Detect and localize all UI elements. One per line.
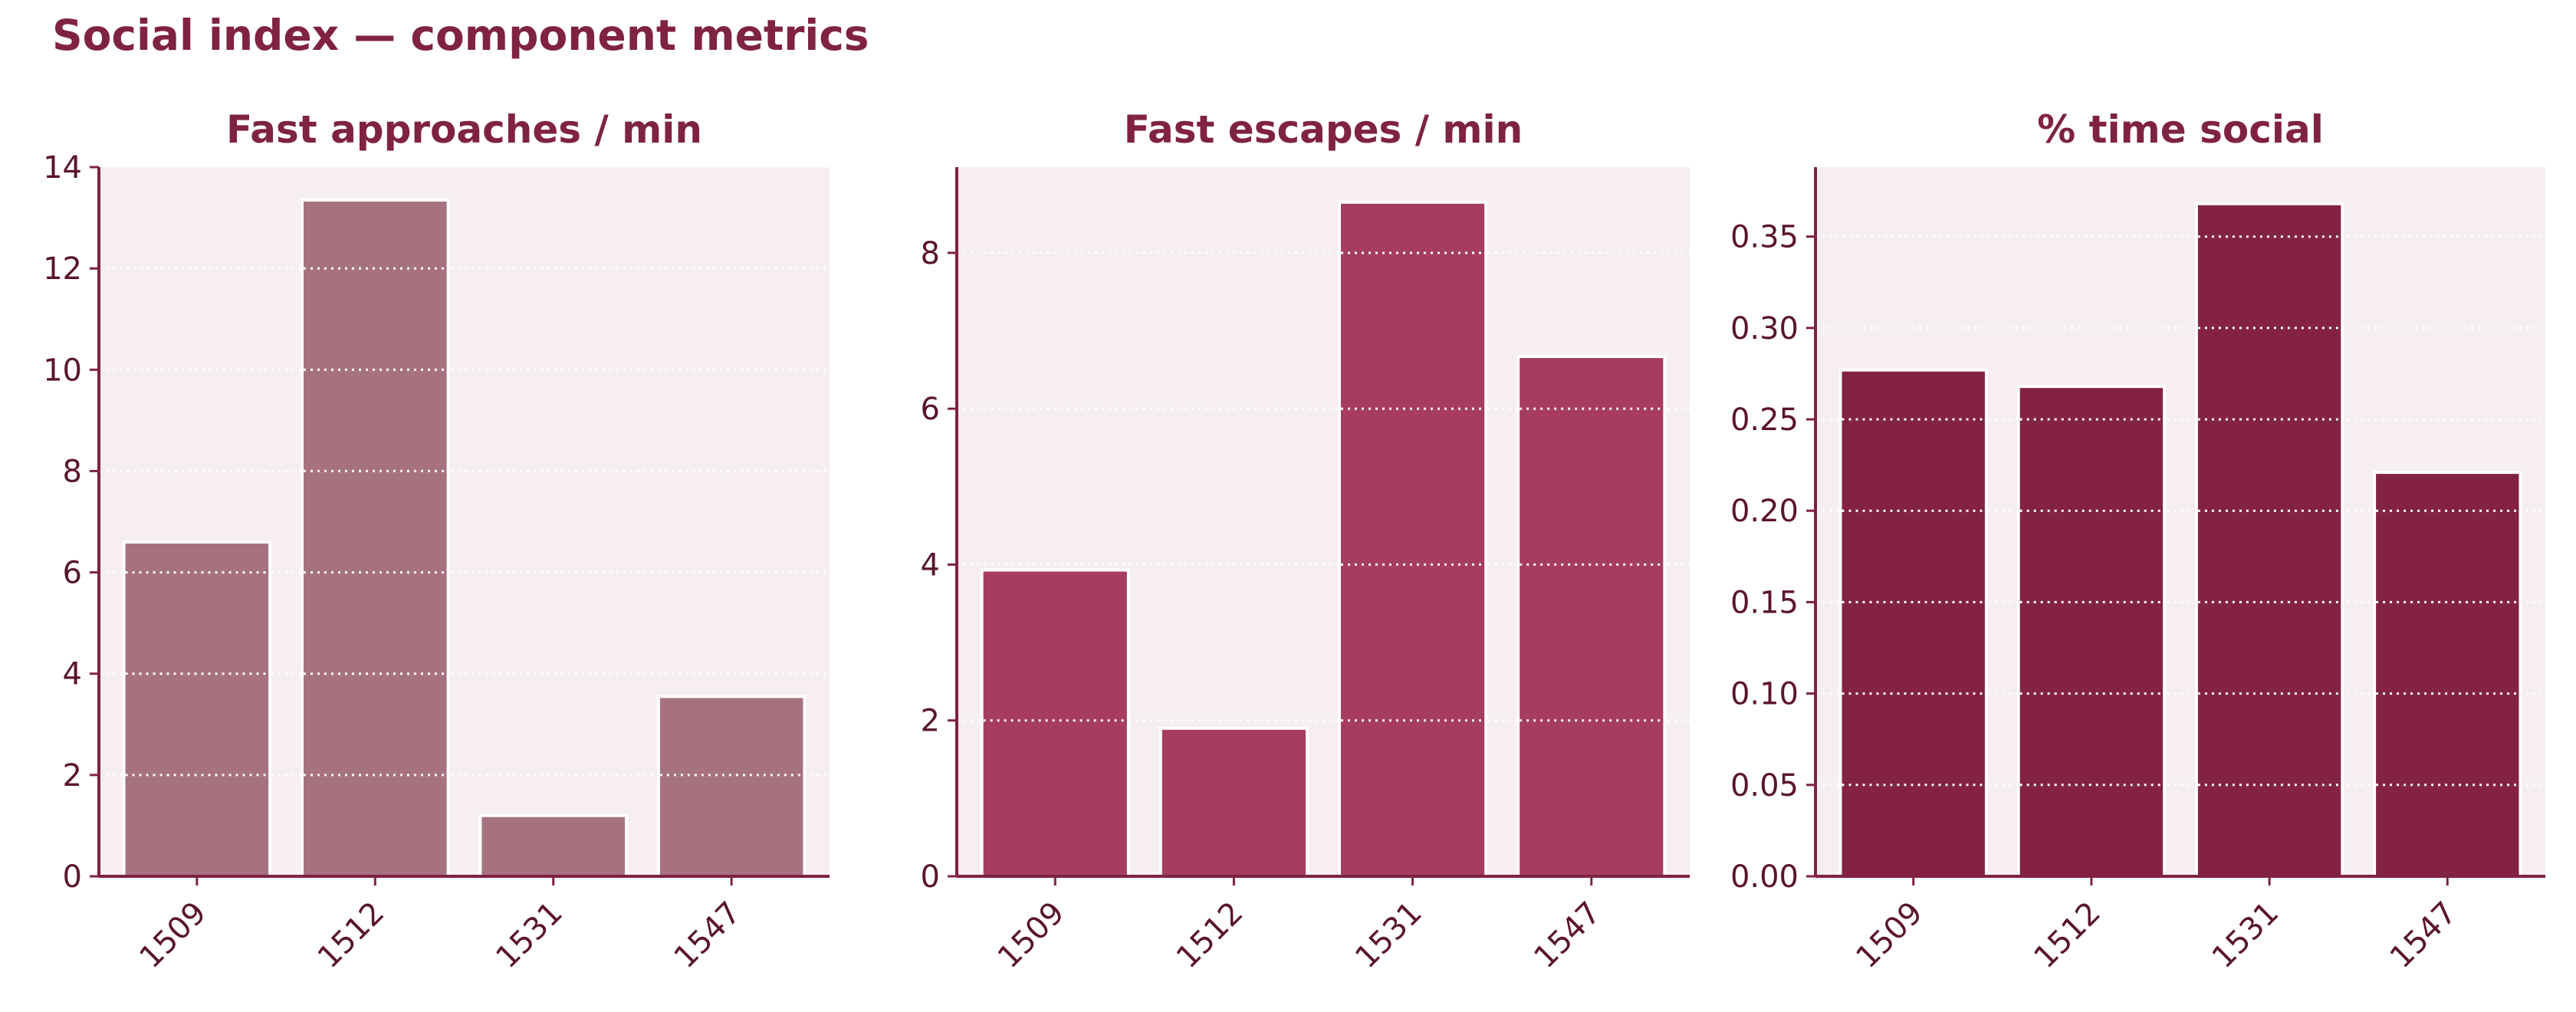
bar-1531 [1337, 200, 1488, 878]
y-tick-label: 4 [921, 547, 940, 583]
x-tick-label: 1531 [489, 895, 570, 976]
bar-1512 [2016, 385, 2167, 879]
bar-1509 [1838, 368, 1988, 878]
x-tick-label: 1531 [2206, 895, 2286, 976]
panel-title: Fast approaches / min [226, 107, 702, 152]
x-tick-label: 1509 [1849, 895, 1930, 976]
y-tick-label: 14 [43, 150, 82, 186]
bar-1512 [300, 198, 450, 879]
x-tick-label: 1512 [2027, 895, 2108, 976]
y-tick-label: 6 [63, 556, 82, 591]
y-tick-label: 4 [63, 657, 82, 692]
y-tick-label: 2 [63, 758, 82, 794]
bar-1547 [2373, 471, 2522, 878]
x-tick-label: 1547 [668, 895, 748, 976]
y-tick-label: 10 [43, 353, 82, 388]
chart-panel-1: Fast approaches / min 0 2 4 6 8 10 12 14 1509 1512… [43, 107, 830, 975]
y-tick-label: 0 [63, 859, 82, 895]
y-tick-label: 6 [921, 392, 940, 427]
y-tick-label: 8 [63, 454, 82, 489]
y-tick-label: 0.05 [1730, 768, 1799, 803]
chart-panel-3: % time social 0.00 0.05 0.10 0.15 0.20 0.25 0.3… [1730, 107, 2545, 975]
y-tick-label: 12 [43, 251, 82, 287]
y-tick-label: 0.00 [1730, 859, 1799, 895]
bar-1531 [2194, 202, 2344, 878]
y-tick-label: 2 [921, 704, 940, 739]
y-tick-label: 0.30 [1730, 311, 1799, 347]
y-tick-label: 0 [921, 859, 940, 895]
chart-panel-2: Fast escapes / min 0 2 4 6 8 1509 1512 1531 1547 [921, 107, 1690, 975]
bar-1547 [1516, 355, 1667, 878]
x-tick-label: 1512 [311, 895, 392, 976]
bar-1512 [1158, 726, 1309, 878]
panel-title: Fast escapes / min [1124, 107, 1523, 152]
y-tick-label: 0.25 [1730, 402, 1799, 438]
bar-1509 [980, 568, 1130, 878]
panel-title: % time social [2037, 107, 2324, 152]
x-tick-label: 1512 [1170, 895, 1250, 976]
x-tick-label: 1547 [2384, 895, 2464, 976]
x-tick-label: 1509 [991, 895, 1072, 976]
y-tick-label: 8 [921, 236, 940, 271]
x-tick-label: 1531 [1349, 895, 1429, 976]
bar-1547 [656, 695, 807, 878]
x-tick-label: 1509 [133, 895, 213, 976]
bar-1509 [122, 540, 272, 879]
bar-1531 [478, 813, 629, 878]
y-tick-label: 0.15 [1730, 585, 1799, 620]
y-tick-label: 0.10 [1730, 677, 1799, 712]
y-tick-label: 0.20 [1730, 494, 1799, 529]
x-tick-label: 1547 [1527, 895, 1608, 976]
y-tick-label: 0.35 [1730, 220, 1799, 255]
figure-title: Social index — component metrics [52, 11, 869, 60]
